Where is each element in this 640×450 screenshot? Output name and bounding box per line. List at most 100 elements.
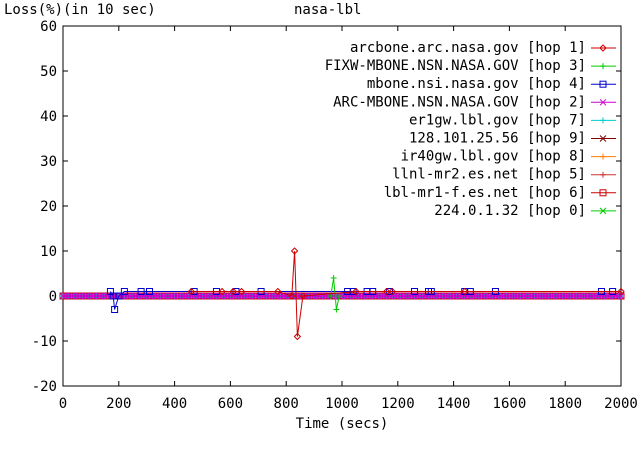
y-axis-label: Loss(%)(in 10 sec) <box>4 2 156 18</box>
data-point <box>307 292 315 300</box>
data-point <box>511 292 519 300</box>
data-point <box>132 292 139 300</box>
data-point <box>201 292 209 300</box>
data-point <box>556 292 563 300</box>
data-point <box>570 292 577 300</box>
data-point <box>274 292 282 300</box>
series-layer <box>59 247 625 341</box>
legend-entry: ir40gw.lbl.gov [hop 8] <box>401 149 586 165</box>
data-point <box>90 292 98 300</box>
data-point <box>617 287 625 296</box>
data-point <box>81 292 89 300</box>
data-point <box>218 287 226 296</box>
legend-marker <box>599 135 607 142</box>
data-point <box>533 292 541 300</box>
data-point <box>145 288 153 295</box>
data-point <box>101 292 109 300</box>
data-point <box>584 292 591 300</box>
data-point <box>79 292 86 300</box>
data-point <box>506 292 513 300</box>
x-tick-label: 1800 <box>548 396 582 412</box>
data-point <box>573 292 580 300</box>
data-point <box>176 292 184 300</box>
data-point <box>157 292 165 300</box>
data-point <box>243 292 251 300</box>
x-tick-label: 1000 <box>325 396 359 412</box>
data-point <box>550 292 558 300</box>
data-point <box>84 292 92 300</box>
data-point <box>299 292 307 300</box>
y-tick-label: -10 <box>32 334 57 350</box>
legend-marker <box>600 153 606 160</box>
data-point <box>358 292 365 300</box>
data-point <box>455 292 463 300</box>
data-point <box>461 287 469 296</box>
data-point <box>249 292 257 300</box>
data-point <box>388 287 396 296</box>
x-tick-label: 400 <box>162 396 187 412</box>
x-tick-label: 2000 <box>604 396 638 412</box>
data-point <box>187 287 196 296</box>
data-point <box>182 292 190 300</box>
data-point <box>111 306 119 313</box>
data-point <box>592 292 600 300</box>
data-point <box>517 292 524 300</box>
data-point <box>336 293 343 299</box>
legend-marker <box>599 189 607 197</box>
data-point <box>522 292 530 300</box>
legend-entry: 128.101.25.56 [hop 9] <box>409 131 586 147</box>
legend-marker <box>599 98 607 106</box>
data-point <box>179 292 187 300</box>
data-point <box>567 292 575 300</box>
data-point <box>137 288 145 295</box>
data-point <box>59 292 67 300</box>
data-point <box>377 292 385 300</box>
data-point <box>586 292 594 300</box>
legend-entry: arcbone.arc.nasa.gov [hop 1] <box>350 40 586 56</box>
y-tick-label: 60 <box>40 19 57 35</box>
x-tick-label: 1200 <box>381 396 415 412</box>
data-point <box>419 292 427 300</box>
data-point <box>475 292 483 300</box>
data-point <box>500 292 508 300</box>
data-point <box>73 292 81 300</box>
data-point <box>120 288 128 295</box>
data-point <box>274 287 282 296</box>
y-tick-label: 30 <box>40 154 57 170</box>
data-point <box>93 292 100 300</box>
y-tick-label: 10 <box>40 244 57 260</box>
data-point <box>528 292 536 300</box>
data-point <box>70 292 78 300</box>
data-point <box>352 287 360 296</box>
legend-marker <box>600 117 606 124</box>
data-point <box>525 292 533 300</box>
data-point <box>246 292 254 300</box>
series-line <box>191 250 621 337</box>
data-point <box>402 292 410 300</box>
data-point <box>581 292 589 300</box>
data-point <box>290 247 299 255</box>
y-tick-label: 50 <box>40 64 57 80</box>
data-point <box>293 332 302 341</box>
data-point <box>617 292 625 300</box>
data-point <box>486 292 494 300</box>
x-axis-label: Time (secs) <box>296 416 389 432</box>
data-point <box>436 292 444 300</box>
y-tick-label: -20 <box>32 379 57 395</box>
x-tick-label: 1400 <box>437 396 471 412</box>
data-point <box>313 292 321 300</box>
data-point <box>126 292 134 300</box>
legend-entry: mbone.nsi.nasa.gov [hop 4] <box>367 76 586 92</box>
data-point <box>95 292 103 300</box>
data-point <box>536 292 544 300</box>
legend: arcbone.arc.nasa.gov [hop 1] FIXW-MBONE.N… <box>325 40 616 219</box>
series-mbone.nsi.nasa.gov <box>106 288 617 313</box>
data-point <box>444 292 452 300</box>
data-point <box>382 287 391 296</box>
data-point <box>400 292 407 300</box>
data-point <box>207 292 215 300</box>
data-point <box>162 292 170 300</box>
data-point <box>545 292 552 300</box>
data-point <box>561 292 569 300</box>
